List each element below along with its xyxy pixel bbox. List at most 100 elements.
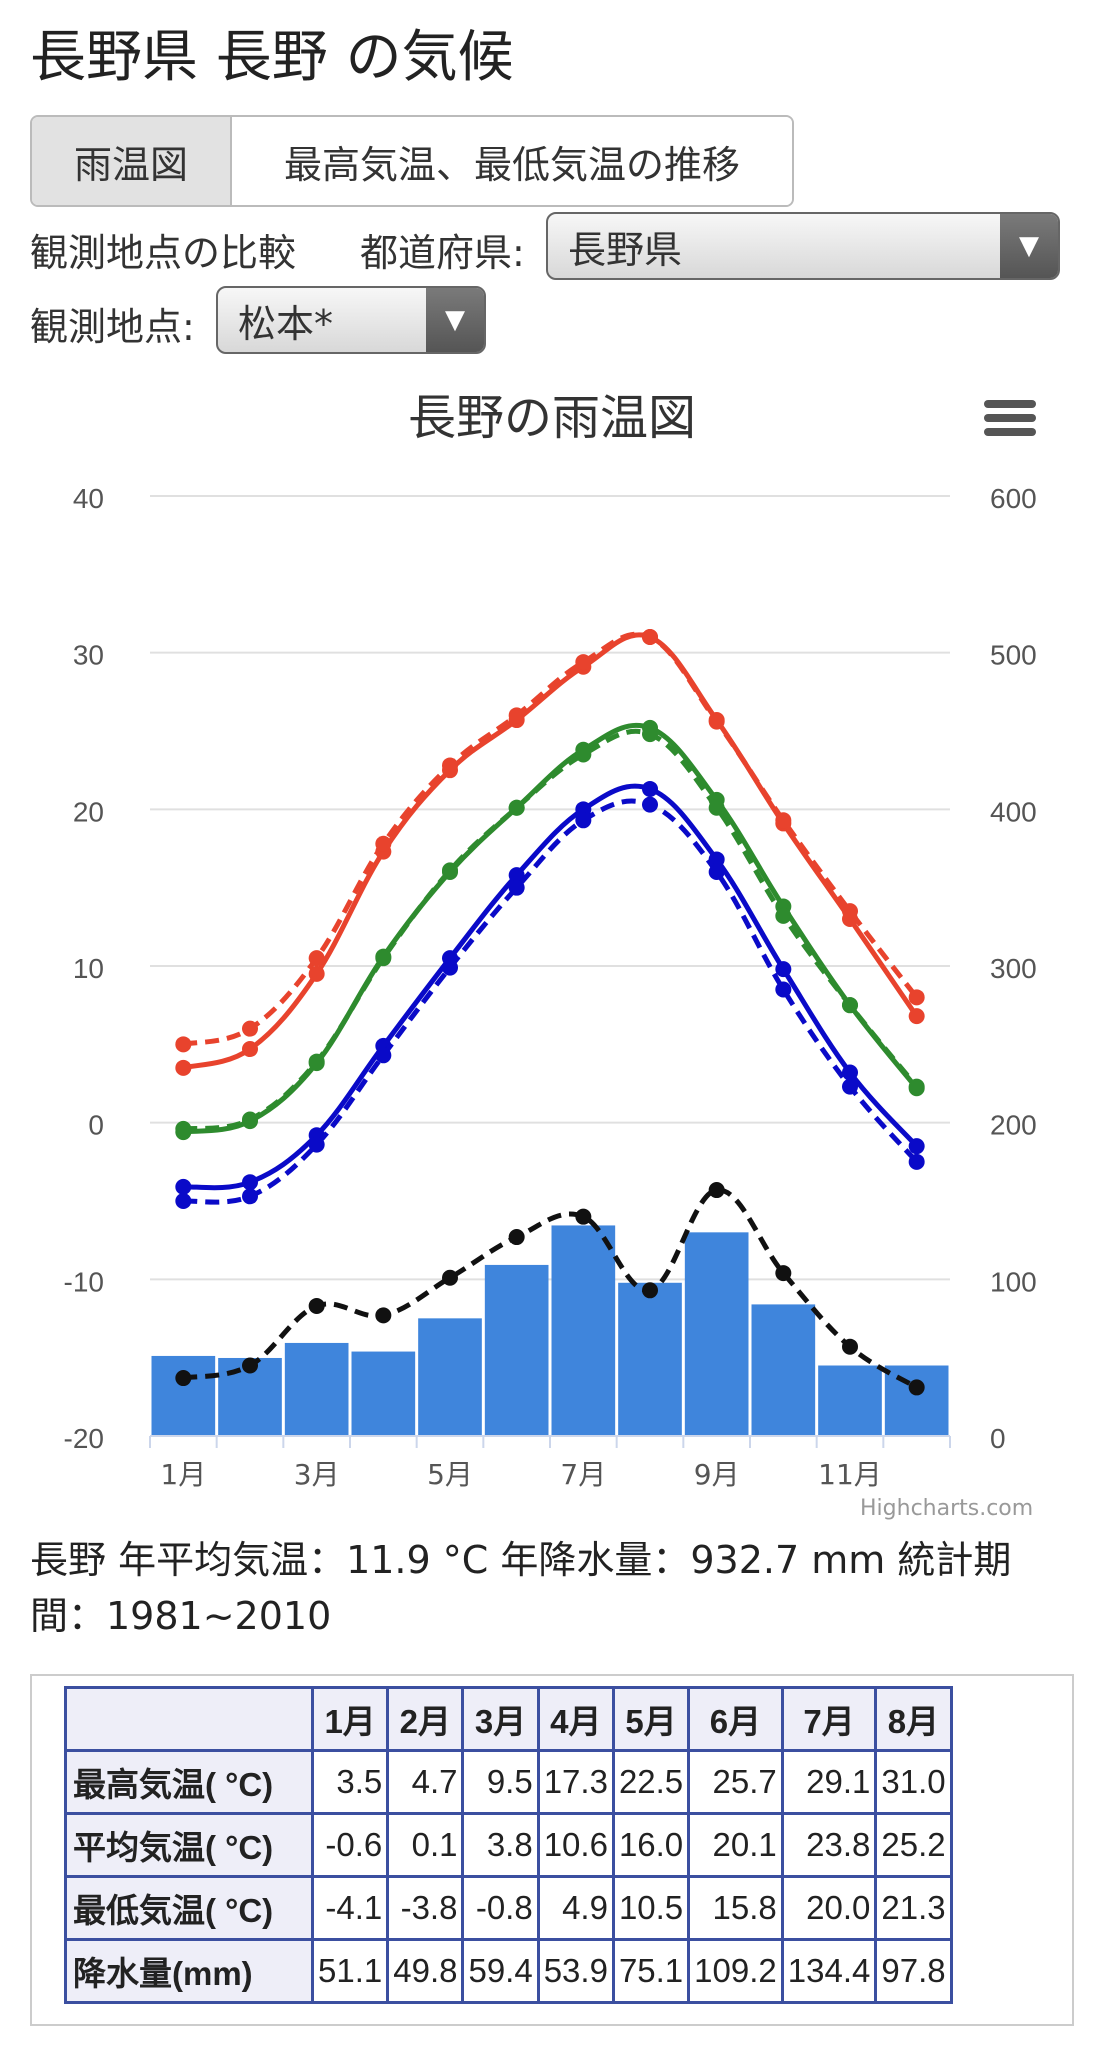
table-cell: 59.4 bbox=[461, 1938, 540, 2004]
avg-temp-compare-point bbox=[242, 1111, 258, 1128]
table-cell: 75.1 bbox=[611, 1938, 691, 2004]
min-temp-point bbox=[508, 867, 525, 884]
y-left-tick-label: -10 bbox=[64, 1266, 104, 1297]
min-temp-point bbox=[908, 1138, 925, 1155]
prefecture-select-value: 長野県 bbox=[568, 227, 683, 272]
max-temp-point bbox=[908, 1008, 925, 1025]
precip-compare-point bbox=[242, 1357, 258, 1374]
table-cell: 0.1 bbox=[386, 1812, 465, 1878]
table-row-label: 平均気温( °C) bbox=[64, 1812, 314, 1878]
table-cell: 25.2 bbox=[874, 1812, 953, 1878]
y-right-tick-label: 500 bbox=[990, 640, 1037, 671]
y-right-tick-label: 600 bbox=[990, 483, 1037, 514]
tab-max-min-temperature[interactable]: 最高気温、最低気温の推移 bbox=[232, 117, 792, 205]
y-left-tick-label: 10 bbox=[73, 953, 104, 984]
precipitation-bar bbox=[618, 1282, 682, 1436]
table-cell: -0.8 bbox=[461, 1875, 540, 1941]
max-temp-compare-point bbox=[842, 903, 858, 920]
table-row-label: 降水量(mm) bbox=[64, 1938, 314, 2004]
table-month-header: 5月 bbox=[611, 1686, 691, 1752]
highcharts-credits[interactable]: Highcharts.com bbox=[860, 1496, 1034, 1521]
table-month-header: 4月 bbox=[536, 1686, 615, 1752]
table-cell: 97.8 bbox=[874, 1938, 953, 2004]
min-temp-point bbox=[642, 780, 658, 797]
avg-temp-compare-point bbox=[575, 746, 592, 763]
table-cell: 10.6 bbox=[536, 1812, 615, 1878]
prefecture-select[interactable]: 長野県 ▼ bbox=[546, 212, 1060, 280]
min-temp-compare-point bbox=[575, 812, 592, 829]
max-temp-compare-point bbox=[308, 950, 325, 967]
avg-temp-compare-point bbox=[375, 950, 392, 967]
precip-compare-point bbox=[908, 1379, 925, 1396]
precip-compare-point bbox=[842, 1338, 858, 1355]
max-temp-compare-point bbox=[575, 654, 592, 671]
table-month-header: 7月 bbox=[780, 1686, 878, 1752]
page-title: 長野県 長野 の気候 bbox=[30, 25, 514, 90]
precip-compare-point bbox=[575, 1208, 592, 1225]
min-temp-point bbox=[175, 1178, 192, 1195]
table-month-header: 8月 bbox=[874, 1686, 953, 1752]
table-cell: 9.5 bbox=[461, 1749, 540, 1815]
table-cell: 16.0 bbox=[611, 1812, 691, 1878]
x-tick-label: 7月 bbox=[560, 1458, 606, 1491]
precipitation-bar bbox=[884, 1365, 949, 1436]
min-temp-compare-line bbox=[183, 798, 919, 1205]
precipitation-bar bbox=[551, 1225, 616, 1436]
avg-temp-compare-point bbox=[308, 1053, 325, 1070]
table-month-header: 2月 bbox=[386, 1686, 465, 1752]
tab-rain-temperature[interactable]: 雨温図 bbox=[32, 117, 232, 205]
y-left-tick-label: 30 bbox=[73, 640, 104, 671]
table-cell: -3.8 bbox=[386, 1875, 465, 1941]
table-cell: 53.9 bbox=[536, 1938, 615, 2004]
table-cell: 31.0 bbox=[874, 1749, 953, 1815]
min-temp-compare-point bbox=[642, 796, 658, 813]
max-temp-compare-point bbox=[642, 629, 658, 645]
max-temp-point bbox=[308, 965, 325, 982]
x-tick-label: 3月 bbox=[294, 1458, 340, 1491]
table-cell: 4.7 bbox=[386, 1749, 465, 1815]
table-cell: 3.5 bbox=[310, 1749, 390, 1815]
avg-temp-compare-point bbox=[175, 1120, 192, 1137]
precipitation-bar bbox=[484, 1264, 549, 1436]
x-tick-label: 11月 bbox=[818, 1458, 882, 1491]
climate-table-container[interactable]: 1月 2月 3月 4月 5月 6月 7月 8月 最高気温( °C) 3.5 4.7 9.5 17.3 2… bbox=[30, 1674, 1074, 2026]
table-cell: 10.5 bbox=[611, 1875, 691, 1941]
chart-title: 長野の雨温図 bbox=[407, 390, 696, 446]
y-left-tick-label: 40 bbox=[73, 483, 104, 514]
table-cell: 134.4 bbox=[780, 1938, 878, 2004]
station-select-value: 松本* bbox=[238, 301, 334, 346]
y-left-tick-label: -20 bbox=[64, 1423, 104, 1454]
min-temp-compare-point bbox=[708, 864, 725, 880]
chevron-down-icon: ▼ bbox=[426, 288, 484, 352]
station-select[interactable]: 松本* ▼ bbox=[216, 286, 486, 354]
tab-bar: 雨温図 最高気温、最低気温の推移 bbox=[30, 115, 794, 207]
table-month-header: 1月 bbox=[310, 1686, 390, 1752]
table-row-label: 最高気温( °C) bbox=[64, 1749, 314, 1815]
precipitation-bar bbox=[151, 1355, 216, 1436]
precipitation-bar bbox=[684, 1232, 749, 1436]
table-cell: 4.9 bbox=[536, 1875, 615, 1941]
table-corner-cell bbox=[64, 1686, 314, 1752]
y-left-tick-label: 20 bbox=[73, 796, 104, 827]
table-cell: 21.3 bbox=[874, 1875, 953, 1941]
min-temp-point bbox=[575, 801, 592, 818]
min-temp-compare-point bbox=[842, 1078, 858, 1095]
x-tick-label: 9月 bbox=[694, 1458, 740, 1491]
avg-temp-compare-point bbox=[508, 799, 525, 816]
max-temp-compare-point bbox=[908, 989, 925, 1006]
hamburger-menu-icon[interactable] bbox=[984, 400, 1036, 442]
min-temp-compare-point bbox=[908, 1153, 925, 1170]
precip-compare-point bbox=[442, 1269, 458, 1286]
avg-temp-compare-point bbox=[775, 907, 792, 924]
max-temp-point bbox=[242, 1041, 258, 1058]
climate-summary: 長野 年平均気温：11.9 °C 年降水量：932.7 mm 統計期間：1981… bbox=[30, 1538, 1012, 1638]
min-temp-compare-point bbox=[375, 1047, 392, 1064]
max-temp-point bbox=[175, 1059, 192, 1076]
min-temp-compare-point bbox=[442, 959, 458, 976]
min-temp-compare-point bbox=[175, 1193, 192, 1209]
table-cell: 109.2 bbox=[687, 1938, 784, 2004]
avg-temp-compare-point bbox=[442, 862, 458, 879]
precipitation-bar bbox=[418, 1318, 482, 1436]
y-right-tick-label: 100 bbox=[990, 1266, 1037, 1297]
